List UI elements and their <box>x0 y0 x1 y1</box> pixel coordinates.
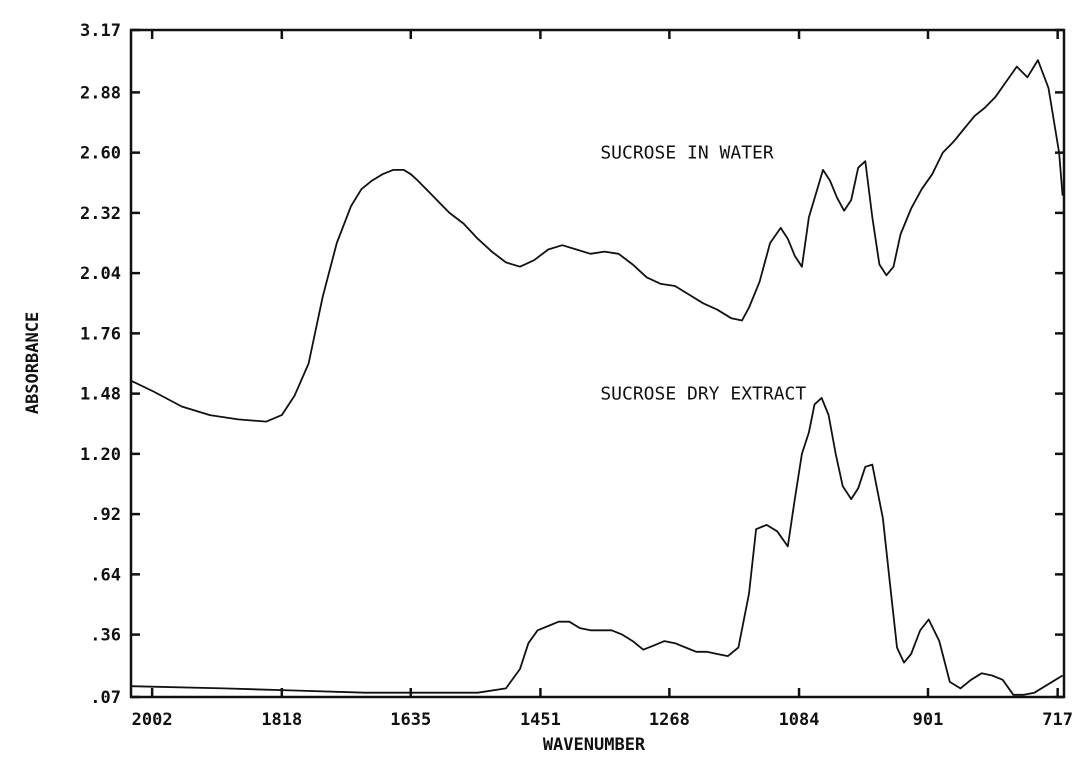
y-tick-label: .07 <box>90 688 121 708</box>
y-tick-label: 2.04 <box>80 264 121 284</box>
y-tick-label: 2.32 <box>80 204 121 224</box>
series-annotation: SUCROSE IN WATER <box>600 143 774 164</box>
y-tick-label: .92 <box>90 505 121 525</box>
series-annotation: SUCROSE DRY EXTRACT <box>600 384 806 405</box>
y-axis-title: ABSORBANCE <box>23 312 43 414</box>
annotations: SUCROSE IN WATER SUCROSE DRY EXTRACT <box>600 143 806 405</box>
x-tick-label: 1635 <box>390 710 431 730</box>
x-tick-label: 1268 <box>649 710 690 730</box>
y-tick-label: 1.20 <box>80 445 121 465</box>
y-tick-label: 2.88 <box>80 83 121 103</box>
y-tick-labels: .07 .36 .64 .92 1.20 1.48 1.76 2.04 2.32 2.60 2.88… <box>80 21 121 708</box>
x-tick-label: 1818 <box>261 710 302 730</box>
x-axis-title: WAVENUMBER <box>543 735 646 755</box>
y-tick-label: .36 <box>90 626 121 646</box>
series-line-1 <box>130 396 1064 696</box>
x-tick-label: 1084 <box>779 710 820 730</box>
x-tick-label: 717 <box>1042 710 1073 730</box>
axis-ticks <box>131 28 1064 699</box>
y-tick-label: 1.48 <box>80 385 121 405</box>
x-tick-label: 2002 <box>132 710 173 730</box>
plot-frame <box>129 28 1066 699</box>
x-tick-label: 1451 <box>520 710 561 730</box>
y-tick-label: 1.76 <box>80 324 121 344</box>
y-tick-label: .64 <box>90 565 121 585</box>
x-tick-labels: 2002 1818 1635 1451 1268 1084 901 717 <box>132 710 1073 730</box>
x-tick-label: 901 <box>913 710 944 730</box>
series-line-0 <box>130 59 1064 423</box>
series-group <box>130 59 1064 696</box>
y-tick-label: 3.17 <box>80 21 121 41</box>
y-tick-label: 2.60 <box>80 144 121 164</box>
